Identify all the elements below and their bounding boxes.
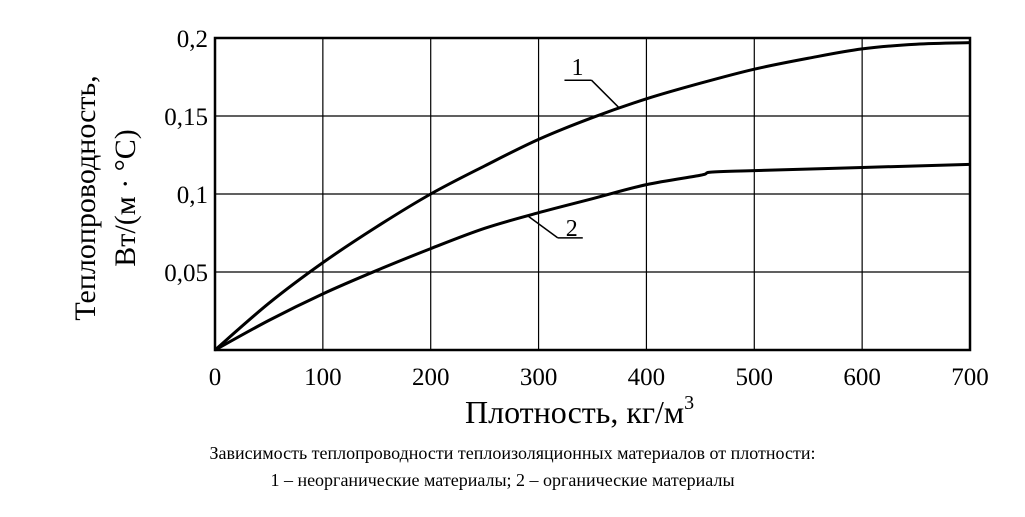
figure-caption-line1: Зависимость теплопроводности теплоизоляц…	[209, 443, 816, 463]
x-tick-label: 100	[304, 364, 342, 391]
x-tick-labels: 0 100 200 300 400 500 600 700	[209, 364, 989, 391]
y-axis-label-line2: Вт/(м · °С)	[109, 129, 142, 266]
series-labels: 12	[527, 55, 620, 242]
chart-svg: 0 100 200 300 400 500 600 700 0,050,10,150,2 12…	[69, 26, 989, 430]
y-tick-label: 0,2	[177, 26, 208, 53]
y-tick-labels: 0,05 0,1 0,15 0,2	[164, 26, 208, 287]
series-2-label: 2	[566, 216, 578, 242]
y-axis-label: Теплопроводность, Вт/(м · °С)	[69, 75, 142, 320]
plot-frame	[213, 36, 972, 352]
y-tick-label: 0,15	[164, 104, 208, 131]
y-tick-label: 0,1	[177, 182, 208, 209]
x-tick-label: 400	[628, 364, 666, 391]
x-tick-label: 0	[209, 364, 222, 391]
x-axis-label: Плотность, кг/м3	[465, 392, 694, 430]
x-tick-label: 700	[951, 364, 989, 391]
x-tick-label: 500	[736, 364, 774, 391]
series-lines	[214, 41, 971, 352]
x-tick-label: 600	[843, 364, 881, 391]
x-axis-label-superscript: 3	[684, 392, 694, 414]
series-2-line	[214, 162, 971, 352]
series-1-leader	[590, 79, 620, 109]
series-1-line	[214, 41, 971, 352]
y-axis-label-line1: Теплопроводность,	[69, 75, 102, 320]
grid	[215, 38, 970, 350]
y-tick-label: 0,05	[164, 260, 208, 287]
series-2-leader	[527, 215, 559, 239]
figure-caption-line2: 1 – неорганические материалы; 2 – органи…	[270, 470, 735, 490]
x-tick-label: 200	[412, 364, 450, 391]
x-tick-label: 300	[520, 364, 558, 391]
series-1-label: 1	[571, 55, 583, 81]
